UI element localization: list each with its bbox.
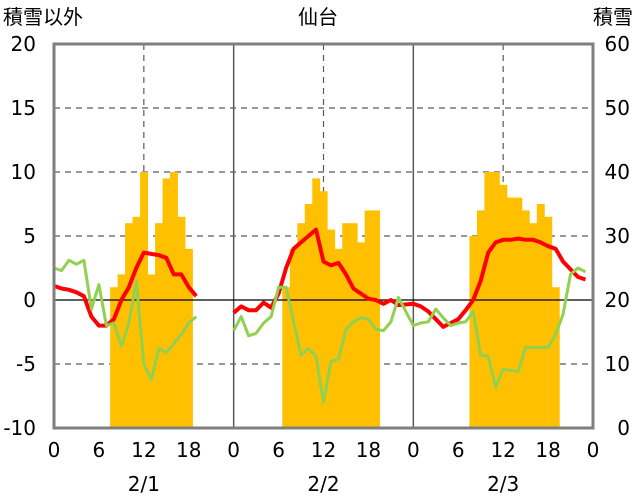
- green-series-line: [232, 266, 587, 404]
- snow-depth-bar: [304, 204, 313, 428]
- x-tick-label: 18: [535, 438, 560, 462]
- snow-depth-bar: [476, 210, 485, 428]
- day-label: 2/1: [128, 472, 160, 496]
- snow-depth-bar: [469, 236, 478, 428]
- snow-depth-bar: [521, 210, 530, 428]
- x-tick-label: 12: [311, 438, 336, 462]
- snow-depth-bar: [544, 216, 553, 428]
- snow-depth-bar: [349, 223, 358, 428]
- snow-depth-bar: [334, 248, 343, 428]
- right-tick-label: 50: [605, 96, 630, 120]
- right-tick-label: 10: [605, 352, 630, 376]
- snow-depth-bar: [357, 242, 366, 428]
- right-tick-label: 60: [605, 32, 630, 56]
- red-series-line: [53, 250, 198, 328]
- left-tick-label: 10: [11, 160, 36, 184]
- green-series-line: [53, 258, 198, 381]
- snow-depth-bar: [514, 197, 523, 428]
- snow-depth-bar: [147, 274, 156, 428]
- right-tick-label: 30: [605, 224, 630, 248]
- x-tick-label: 12: [490, 438, 515, 462]
- snow-depth-bar: [551, 287, 560, 428]
- left-tick-label: 20: [11, 32, 36, 56]
- x-tick-label: 6: [272, 438, 285, 462]
- left-tick-label: 0: [23, 288, 36, 312]
- snow-depth-bar: [342, 223, 351, 428]
- x-tick-label: 18: [176, 438, 201, 462]
- snow-depth-bar: [529, 223, 538, 428]
- left-tick-label: 5: [23, 224, 36, 248]
- left-tick-label: -10: [3, 416, 36, 440]
- snow-depth-bar: [155, 223, 163, 428]
- right-tick-label: 0: [617, 416, 630, 440]
- snow-depth-bar: [506, 197, 515, 428]
- snow-depth-bar: [327, 229, 336, 428]
- right-tick-label: 20: [605, 288, 630, 312]
- left-tick-label: -5: [16, 352, 36, 376]
- right-axis-label: 積雪: [593, 5, 633, 29]
- left-axis-label: 積雪以外: [3, 5, 83, 29]
- snow-depth-bar: [289, 248, 298, 428]
- snow-depth-bar: [312, 178, 321, 428]
- snow-depth-bar: [177, 216, 186, 428]
- plot-frame: [52, 42, 595, 430]
- x-tick-label: 0: [407, 438, 420, 462]
- x-tick-label: 6: [93, 438, 106, 462]
- x-tick-label: 6: [452, 438, 465, 462]
- snow-bars-layer: [110, 172, 560, 428]
- snow-depth-bar: [185, 248, 193, 428]
- x-tick-label: 0: [48, 438, 61, 462]
- snow-depth-bar: [499, 184, 508, 428]
- snow-depth-bar: [110, 287, 119, 428]
- snow-depth-bar: [319, 191, 328, 428]
- x-tick-label: 12: [131, 438, 156, 462]
- day-label: 2/3: [487, 472, 519, 496]
- x-tick-label: 0: [227, 438, 240, 462]
- red-series-line: [232, 227, 587, 329]
- snow-depth-bar: [117, 274, 126, 428]
- chart-title: 仙台: [298, 5, 338, 29]
- day-label: 2/2: [307, 472, 339, 496]
- snow-depth-bar: [536, 204, 545, 428]
- snow-depth-bar: [297, 223, 306, 428]
- x-tick-label: 0: [587, 438, 600, 462]
- left-tick-label: 15: [11, 96, 36, 120]
- snow-depth-bar: [282, 287, 291, 428]
- right-tick-label: 40: [605, 160, 630, 184]
- snow-depth-bar: [372, 210, 381, 428]
- snow-depth-bar: [162, 178, 171, 428]
- x-tick-label: 18: [356, 438, 381, 462]
- snow-depth-bar: [132, 216, 141, 428]
